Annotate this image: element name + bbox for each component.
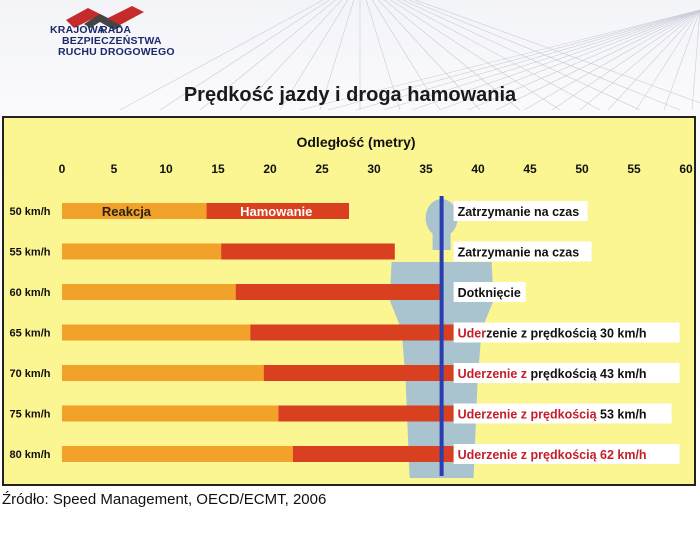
- x-tick-label: 25: [315, 162, 329, 176]
- x-tick-label: 15: [211, 162, 225, 176]
- category-label: 65 km/h: [10, 328, 51, 340]
- x-tick-label: 40: [471, 162, 485, 176]
- bar-braking: [250, 324, 492, 341]
- category-label: 60 km/h: [10, 287, 51, 299]
- bar-reaction: [62, 324, 251, 341]
- x-tick-label: 10: [159, 162, 173, 176]
- bar-reaction: [62, 405, 279, 422]
- annotation-highlight: Uderzenie z prędkością: [458, 408, 600, 422]
- decorative-lines: [119, 0, 700, 110]
- x-tick-label: 60: [679, 162, 693, 176]
- annotation-box: [453, 444, 680, 464]
- annotation-box: [453, 322, 680, 343]
- category-label: 80 km/h: [10, 449, 51, 461]
- bar-reaction: [62, 365, 264, 381]
- annotation-highlight: Uderzenie z prędkością 62 km/h: [458, 448, 647, 462]
- annotation-box: [453, 241, 592, 262]
- x-axis-label: Odległość (metry): [296, 134, 415, 150]
- logo-text-line2: BEZPIECZEŃSTWA: [62, 35, 162, 47]
- annotation-text: Zatrzymanie na czas: [458, 205, 580, 219]
- annotation-text: Uderzenie z prędkością 53 km/h: [458, 408, 647, 422]
- bar-reaction: [62, 446, 293, 462]
- annotation-text: Uderzenie z prędkością 62 km/h: [458, 448, 647, 462]
- bar-braking: [235, 284, 442, 300]
- legend-reaction: Reakcja: [102, 204, 152, 219]
- x-tick-label: 5: [111, 162, 118, 176]
- logo-text-line3: RUCHU DROGOWEGO: [58, 46, 175, 58]
- annotation-rest: Dotknięcie: [458, 286, 521, 300]
- annotation-box: [453, 282, 526, 302]
- annotation-box: [453, 201, 588, 221]
- x-tick-label: 45: [523, 162, 537, 176]
- legend-braking: Hamowanie: [240, 204, 312, 219]
- annotation-rest: prędkością 43 km/h: [531, 367, 647, 381]
- bar-reaction: [62, 284, 236, 300]
- x-tick-label: 30: [367, 162, 381, 176]
- x-tick-label: 0: [59, 162, 66, 176]
- bar-reaction: [62, 203, 207, 219]
- annotation-highlight: Uderzenie z: [458, 367, 531, 381]
- annotation-rest: 53 km/h: [600, 408, 647, 422]
- category-label: 70 km/h: [10, 368, 51, 380]
- annotation-rest: Zatrzymanie na czas: [458, 246, 580, 260]
- annotation-box: [453, 363, 680, 383]
- x-tick-label: 20: [263, 162, 277, 176]
- annotation-highlight: Uder: [458, 327, 487, 341]
- bar-reaction: [62, 243, 222, 260]
- chart-title: Prędkość jazdy i droga hamowania: [183, 84, 517, 106]
- source-note: Źródło: Speed Management, OECD/ECMT, 200…: [2, 491, 327, 508]
- bar-braking: [221, 243, 395, 260]
- category-label: 55 km/h: [10, 247, 51, 259]
- annotation-box: [453, 403, 672, 424]
- krbrd-logo-icon: [66, 6, 144, 30]
- category-label: 50 km/h: [10, 206, 51, 218]
- annotation-text: Dotknięcie: [458, 286, 521, 300]
- annotation-text: Uderzenie z prędkością 43 km/h: [458, 367, 647, 381]
- x-tick-label: 35: [419, 162, 433, 176]
- annotation-text: Uderzenie z prędkością 30 km/h: [458, 327, 647, 341]
- annotation-rest: Zatrzymanie na czas: [458, 205, 580, 219]
- x-tick-label: 50: [575, 162, 589, 176]
- annotation-rest: zenie z prędkością 30 km/h: [486, 327, 646, 341]
- x-tick-label: 55: [627, 162, 641, 176]
- annotation-text: Zatrzymanie na czas: [458, 246, 580, 260]
- logo-text-line1: KRAJOWA RADA: [50, 24, 132, 36]
- chart-frame: [2, 116, 696, 486]
- category-label: 75 km/h: [10, 409, 51, 421]
- bar-braking: [206, 203, 350, 219]
